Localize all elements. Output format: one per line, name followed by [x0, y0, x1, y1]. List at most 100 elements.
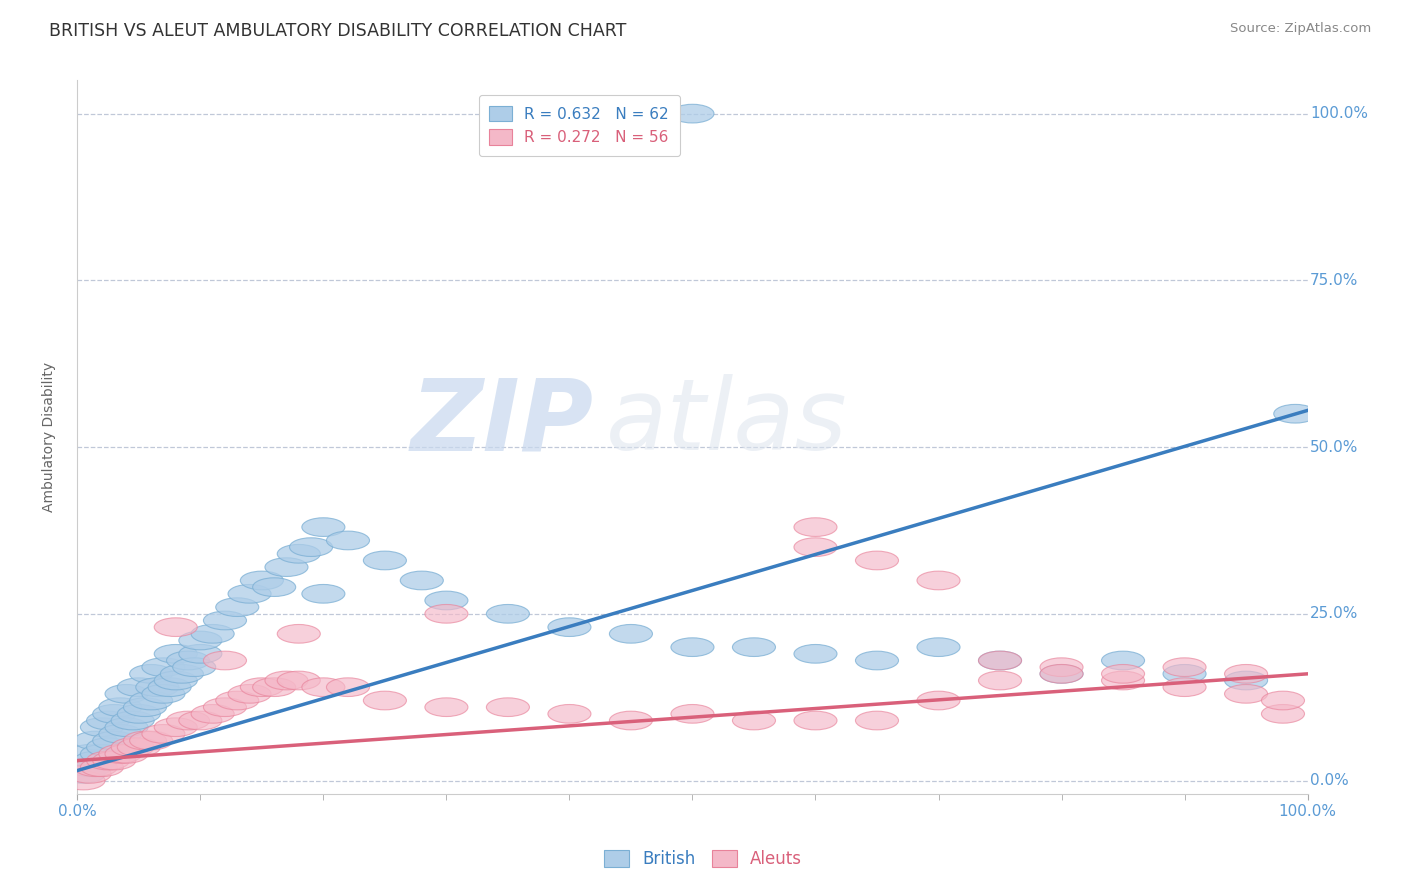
Ellipse shape [425, 698, 468, 716]
Ellipse shape [277, 624, 321, 643]
Ellipse shape [486, 698, 530, 716]
Ellipse shape [1225, 684, 1268, 703]
Ellipse shape [794, 538, 837, 557]
Text: 75.0%: 75.0% [1310, 273, 1358, 288]
Ellipse shape [979, 671, 1022, 690]
Ellipse shape [179, 632, 222, 650]
Ellipse shape [129, 691, 173, 710]
Ellipse shape [253, 578, 295, 597]
Ellipse shape [228, 684, 271, 703]
Ellipse shape [363, 691, 406, 710]
Ellipse shape [75, 731, 117, 750]
Ellipse shape [148, 678, 191, 697]
Ellipse shape [425, 605, 468, 624]
Ellipse shape [204, 651, 246, 670]
Ellipse shape [228, 584, 271, 603]
Ellipse shape [240, 678, 284, 697]
Ellipse shape [87, 738, 129, 756]
Ellipse shape [253, 678, 295, 697]
Ellipse shape [240, 571, 284, 590]
Ellipse shape [105, 684, 148, 703]
Ellipse shape [124, 698, 166, 716]
Ellipse shape [215, 598, 259, 616]
Ellipse shape [155, 645, 197, 663]
Text: Source: ZipAtlas.com: Source: ZipAtlas.com [1230, 22, 1371, 36]
Ellipse shape [179, 645, 222, 663]
Ellipse shape [733, 638, 776, 657]
Ellipse shape [62, 764, 105, 783]
Ellipse shape [1225, 665, 1268, 683]
Ellipse shape [1040, 657, 1083, 676]
Ellipse shape [142, 684, 186, 703]
Ellipse shape [1040, 665, 1083, 683]
Ellipse shape [855, 551, 898, 570]
Ellipse shape [917, 571, 960, 590]
Text: ZIP: ZIP [411, 375, 595, 471]
Ellipse shape [733, 711, 776, 730]
Ellipse shape [80, 745, 124, 764]
Ellipse shape [117, 738, 160, 756]
Ellipse shape [191, 705, 235, 723]
Ellipse shape [155, 671, 197, 690]
Ellipse shape [671, 638, 714, 657]
Ellipse shape [425, 591, 468, 610]
Ellipse shape [191, 624, 235, 643]
Ellipse shape [160, 665, 204, 683]
Ellipse shape [93, 751, 136, 770]
Ellipse shape [917, 691, 960, 710]
Ellipse shape [302, 678, 344, 697]
Ellipse shape [1101, 651, 1144, 670]
Ellipse shape [609, 624, 652, 643]
Ellipse shape [105, 718, 148, 737]
Ellipse shape [155, 718, 197, 737]
Ellipse shape [1274, 404, 1317, 423]
Ellipse shape [855, 711, 898, 730]
Ellipse shape [93, 731, 136, 750]
Ellipse shape [1261, 691, 1305, 710]
Ellipse shape [1101, 671, 1144, 690]
Ellipse shape [129, 731, 173, 750]
Ellipse shape [166, 711, 209, 730]
Ellipse shape [290, 538, 333, 557]
Text: 0.0%: 0.0% [1310, 773, 1348, 788]
Ellipse shape [173, 657, 215, 676]
Ellipse shape [111, 738, 155, 756]
Ellipse shape [302, 517, 344, 536]
Ellipse shape [87, 751, 129, 770]
Ellipse shape [302, 584, 344, 603]
Ellipse shape [917, 638, 960, 657]
Ellipse shape [1040, 665, 1083, 683]
Text: atlas: atlas [606, 375, 848, 471]
Ellipse shape [75, 758, 117, 777]
Ellipse shape [548, 618, 591, 637]
Ellipse shape [67, 758, 111, 777]
Ellipse shape [98, 724, 142, 743]
Ellipse shape [98, 745, 142, 764]
Ellipse shape [1163, 657, 1206, 676]
Ellipse shape [1225, 671, 1268, 690]
Y-axis label: Ambulatory Disability: Ambulatory Disability [42, 362, 56, 512]
Ellipse shape [277, 544, 321, 563]
Text: 100.0%: 100.0% [1310, 106, 1368, 121]
Ellipse shape [486, 605, 530, 624]
Ellipse shape [1163, 665, 1206, 683]
Ellipse shape [98, 698, 142, 716]
Ellipse shape [179, 711, 222, 730]
Ellipse shape [87, 711, 129, 730]
Ellipse shape [105, 745, 148, 764]
Ellipse shape [136, 678, 179, 697]
Ellipse shape [277, 671, 321, 690]
Ellipse shape [794, 645, 837, 663]
Ellipse shape [326, 678, 370, 697]
Ellipse shape [215, 691, 259, 710]
Ellipse shape [142, 657, 186, 676]
Ellipse shape [117, 705, 160, 723]
Ellipse shape [1163, 678, 1206, 697]
Ellipse shape [117, 678, 160, 697]
Ellipse shape [363, 551, 406, 570]
Ellipse shape [855, 651, 898, 670]
Ellipse shape [671, 705, 714, 723]
Ellipse shape [979, 651, 1022, 670]
Legend: R = 0.632   N = 62, R = 0.272   N = 56: R = 0.632 N = 62, R = 0.272 N = 56 [478, 95, 681, 156]
Ellipse shape [129, 665, 173, 683]
